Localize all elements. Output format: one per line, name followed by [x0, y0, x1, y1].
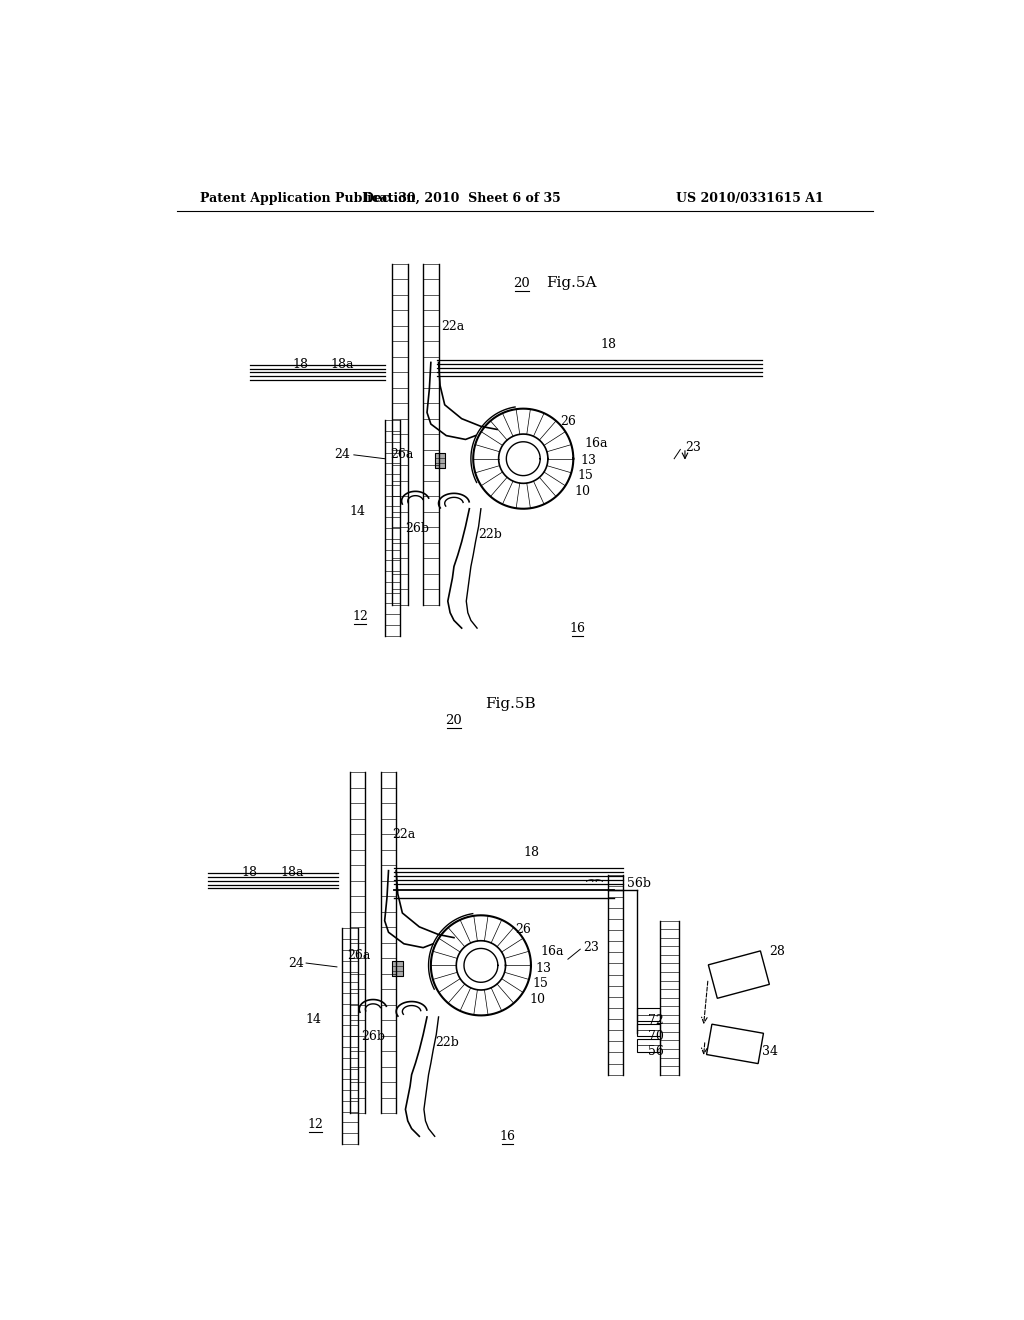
Text: 18a: 18a — [281, 866, 304, 879]
Text: 15: 15 — [532, 977, 549, 990]
Text: 10: 10 — [529, 993, 546, 1006]
Text: 13: 13 — [581, 454, 596, 467]
Text: 26b: 26b — [361, 1030, 385, 1043]
Text: US 2010/0331615 A1: US 2010/0331615 A1 — [676, 191, 823, 205]
Text: 26a: 26a — [347, 949, 371, 962]
Text: 20: 20 — [513, 277, 530, 289]
Text: 22b: 22b — [435, 1036, 459, 1049]
Text: 72: 72 — [648, 1014, 664, 1027]
Text: 24: 24 — [288, 957, 304, 970]
Bar — [637, 1008, 660, 1020]
Text: 14: 14 — [305, 1012, 322, 1026]
Bar — [392, 961, 403, 977]
Text: 16: 16 — [500, 1130, 516, 1143]
Text: 56: 56 — [648, 1045, 664, 1059]
Text: 16a: 16a — [541, 945, 563, 958]
Text: ): ) — [592, 876, 605, 880]
Text: Patent Application Publication: Patent Application Publication — [200, 191, 416, 205]
Text: 22a: 22a — [392, 828, 416, 841]
Text: 26b: 26b — [406, 521, 429, 535]
Text: Dec. 30, 2010  Sheet 6 of 35: Dec. 30, 2010 Sheet 6 of 35 — [362, 191, 560, 205]
Bar — [435, 453, 445, 469]
Text: 10: 10 — [574, 484, 590, 498]
Text: 12: 12 — [307, 1118, 324, 1131]
Text: 34: 34 — [762, 1045, 778, 1059]
Text: 18a: 18a — [331, 358, 354, 371]
Text: 26: 26 — [560, 416, 577, 428]
Text: 24: 24 — [334, 449, 350, 462]
Bar — [637, 1024, 660, 1036]
FancyBboxPatch shape — [709, 950, 769, 998]
Text: 28: 28 — [770, 945, 785, 958]
Text: 14: 14 — [349, 504, 366, 517]
Text: 26: 26 — [515, 924, 531, 936]
Text: 23: 23 — [685, 441, 700, 454]
Text: 20: 20 — [445, 714, 462, 727]
Text: 22a: 22a — [440, 319, 464, 333]
Text: 18: 18 — [523, 846, 539, 859]
Text: 56b: 56b — [628, 878, 651, 890]
Text: 15: 15 — [578, 469, 593, 482]
Text: 18: 18 — [292, 358, 308, 371]
Text: ): ) — [586, 876, 599, 880]
Text: 18: 18 — [600, 338, 616, 351]
Text: 26a: 26a — [390, 449, 414, 462]
Text: Fig.5B: Fig.5B — [484, 697, 536, 710]
Text: 22b: 22b — [478, 528, 503, 541]
Text: 16: 16 — [569, 622, 585, 635]
Text: 12: 12 — [352, 610, 368, 623]
Text: 13: 13 — [536, 962, 552, 975]
Text: Fig.5A: Fig.5A — [547, 276, 597, 290]
FancyBboxPatch shape — [707, 1024, 764, 1064]
Text: 18: 18 — [242, 866, 258, 879]
Text: 23: 23 — [584, 941, 599, 954]
Text: 70: 70 — [648, 1030, 664, 1043]
Bar — [637, 1039, 660, 1052]
Text: 16a: 16a — [585, 437, 608, 450]
